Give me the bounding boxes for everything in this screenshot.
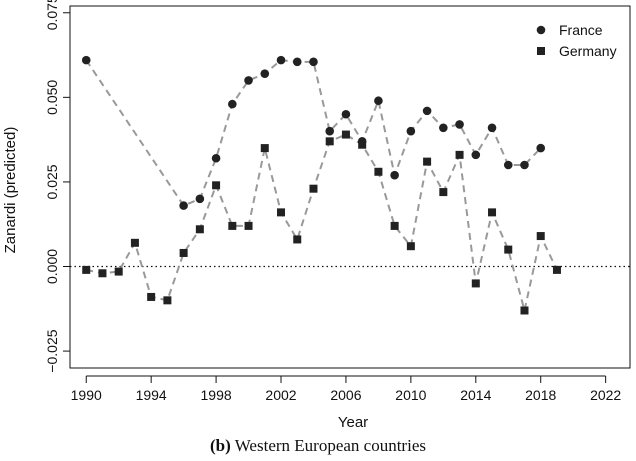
x-tick-label: 2010 [395, 387, 426, 403]
france-point [81, 55, 91, 65]
germany-point [309, 184, 318, 193]
legend-square-marker [537, 47, 545, 55]
germany-point [325, 137, 334, 146]
france-point [244, 76, 253, 85]
germany-point [390, 221, 399, 230]
x-tick-label: 2014 [460, 387, 491, 403]
germany-point [504, 245, 513, 254]
x-tick-label: 1990 [71, 387, 102, 403]
germany-point [358, 140, 367, 149]
germany-point [455, 150, 464, 159]
germany-point [374, 167, 383, 176]
germany-point [439, 188, 448, 197]
france-point [179, 201, 188, 210]
x-tick-label: 1994 [136, 387, 167, 403]
germany-point [423, 157, 432, 166]
germany-point [147, 292, 156, 301]
germany-point [520, 306, 529, 315]
y-tick-label: 0.050 [44, 80, 60, 115]
france-point [260, 69, 270, 78]
germany-point [212, 181, 221, 190]
legend-label: France [559, 22, 603, 38]
germany-point [260, 144, 269, 153]
france-point [325, 126, 335, 136]
x-tick-label: 2018 [525, 387, 556, 403]
france-point [390, 170, 399, 180]
germany-point [179, 248, 188, 257]
plot-frame [69, 5, 631, 369]
france-point [195, 194, 205, 204]
germany-point [293, 235, 302, 244]
germany-point [536, 232, 545, 241]
germany-point [341, 130, 350, 139]
france-point [422, 106, 432, 116]
legend-label: Germany [559, 43, 617, 59]
legend: France Germany [536, 22, 617, 59]
y-tick-label: 0.000 [44, 249, 60, 284]
france-connector [85, 59, 542, 207]
france-point [374, 96, 383, 106]
germany-point [244, 221, 253, 230]
germany-point [130, 238, 139, 247]
france-point [292, 57, 302, 67]
germany-point [552, 265, 561, 274]
germany-point [488, 208, 497, 217]
legend-circle-marker [536, 25, 546, 35]
x-tick-label: 1998 [201, 387, 232, 403]
data-markers [81, 55, 561, 315]
france-point [536, 143, 546, 153]
france-point [309, 57, 318, 67]
germany-point [228, 221, 237, 230]
france-point [228, 99, 237, 109]
x-axis-title: Year [338, 414, 368, 430]
france-point [406, 126, 416, 136]
y-axis-title: Zanardi (predicted) [2, 127, 19, 254]
y-tick-label: 0.075 [44, 0, 60, 30]
germany-point [471, 279, 480, 288]
germany-point [114, 267, 123, 276]
figure-caption: (b) Western European countries [0, 436, 636, 456]
x-axis: 1990 1994 1998 2002 2006 2010 2014 2018 2022 [71, 375, 621, 403]
france-point [439, 123, 448, 133]
plot-border [69, 5, 631, 369]
germany-point [195, 225, 204, 234]
x-tick-label: 2006 [330, 387, 361, 403]
connector-lines [85, 59, 558, 311]
france-point [520, 160, 529, 170]
germany-point [277, 208, 286, 217]
germany-point [98, 269, 107, 278]
france-point [455, 120, 464, 129]
france-point [503, 160, 513, 170]
germany-point [406, 242, 415, 251]
scatter-chart: −0.025 0.000 0.025 0.050 0.075 1990 1994 1998 2… [2, 0, 631, 430]
x-tick-label: 2002 [265, 387, 296, 403]
y-axis: −0.025 0.000 0.025 0.050 0.075 [44, 0, 70, 373]
france-point [471, 150, 481, 160]
caption-label: (b) [210, 436, 231, 455]
germany-connector [86, 133, 558, 311]
germany-point [82, 265, 91, 274]
y-tick-label: −0.025 [44, 329, 60, 372]
y-tick-label: 0.025 [44, 164, 60, 199]
france-point [487, 123, 497, 133]
france-point [276, 55, 286, 65]
germany-point [163, 296, 172, 305]
x-tick-label: 2022 [590, 387, 621, 403]
france-point [211, 153, 221, 163]
caption-text: Western European countries [234, 436, 426, 455]
france-point [341, 109, 351, 119]
